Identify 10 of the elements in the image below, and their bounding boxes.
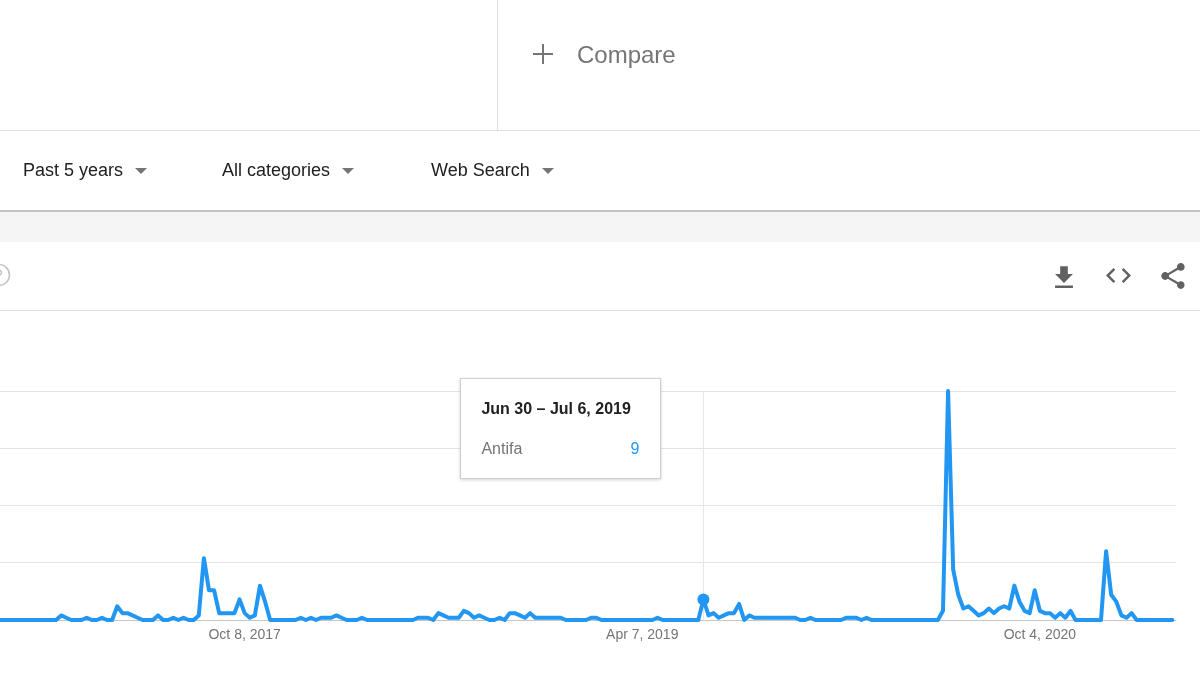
x-tick-label: Apr 7, 2019 [606, 626, 679, 643]
annotation: Jun 30 – Jul 6, 2019 [481, 399, 631, 419]
annotation: 9 [630, 439, 640, 459]
x-tick-label: Oct 4, 2020 [1003, 626, 1077, 643]
tooltip: Jun 30 – Jul 6, 2019 Antifa 9 [460, 378, 662, 479]
text: Web Search [431, 160, 530, 182]
text: Past 5 years [23, 160, 124, 182]
x-tick-label: Oct 8, 2017 [208, 626, 282, 643]
text: Compare [577, 40, 676, 70]
text: All categories [222, 160, 331, 182]
